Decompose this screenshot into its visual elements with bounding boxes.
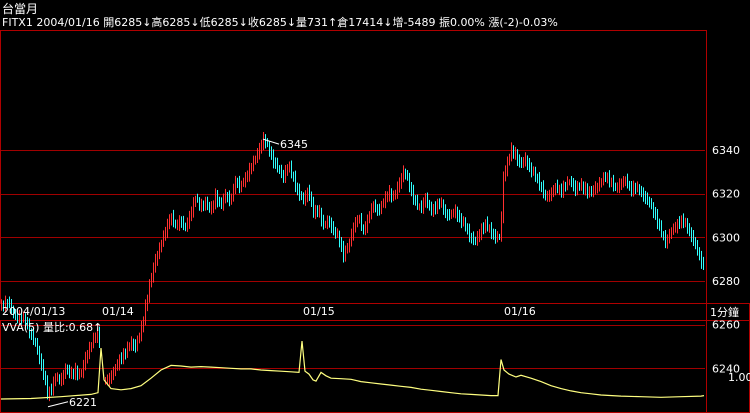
y-tick-label: 6260	[712, 319, 740, 332]
y-tick-label: 6340	[712, 144, 740, 157]
price-axis: 6340 6320 6300 6280 6260 6240	[712, 144, 740, 375]
low-annotation: 6221	[69, 396, 97, 409]
chart-title: 台當月	[2, 1, 38, 16]
sub-panel-frame	[0, 320, 707, 413]
indicator-line	[0, 340, 705, 400]
y-tick-label: 6280	[712, 275, 740, 288]
main-panel-frame	[0, 30, 707, 304]
sub-y-tick-label: 1.00	[728, 371, 750, 384]
quote-line: FITX1 2004/01/16 開6285↓高6285↓低6285↓收6285…	[2, 15, 558, 29]
y-tick-label: 6320	[712, 188, 740, 201]
indicator-line-group	[0, 340, 705, 400]
date-label: 01/14	[102, 305, 134, 318]
period-label[interactable]: 1分鐘	[710, 305, 739, 319]
y-tick-label: 6240	[712, 362, 740, 375]
low-annotation-leader	[47, 401, 69, 408]
indicator-label: VVA(5) 量比:0.68↑	[2, 321, 102, 334]
price-candles	[1, 131, 704, 402]
date-label: 2004/01/13	[2, 305, 65, 318]
date-label: 01/15	[303, 305, 335, 318]
high-annotation-leader	[262, 138, 280, 145]
high-annotation: 6345	[280, 138, 308, 151]
date-label: 01/16	[504, 305, 536, 318]
y-tick-label: 6300	[712, 231, 740, 244]
